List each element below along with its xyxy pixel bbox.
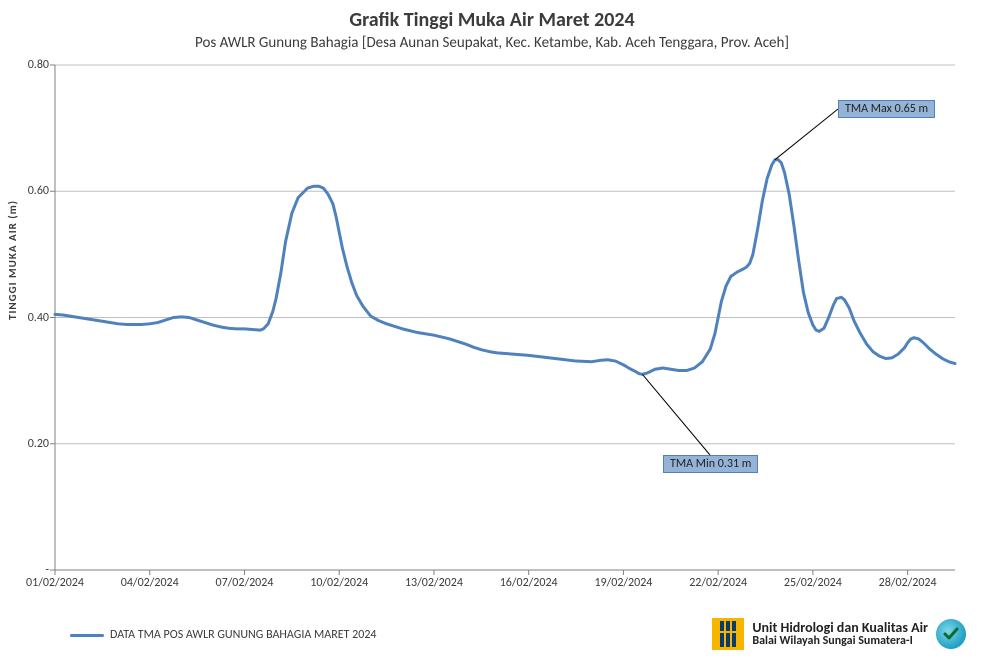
pu-logo-icon xyxy=(712,618,744,650)
chart-subtitle: Pos AWLR Gunung Bahagia [Desa Aunan Seup… xyxy=(0,34,984,52)
x-tick-label: 25/02/2024 xyxy=(784,576,842,590)
x-tick-label: 19/02/2024 xyxy=(594,576,652,590)
footer-text: Unit Hidrologi dan Kualitas Air Balai Wi… xyxy=(752,620,928,649)
x-tick-label: 10/02/2024 xyxy=(310,576,368,590)
title-block: Grafik Tinggi Muka Air Maret 2024 Pos AW… xyxy=(0,8,984,52)
chart-title: Grafik Tinggi Muka Air Maret 2024 xyxy=(0,8,984,32)
footer-org-main: Unit Hidrologi dan Kualitas Air xyxy=(752,620,928,635)
y-tick-label: 0.80 xyxy=(28,58,49,72)
y-tick-label: 0.60 xyxy=(28,184,49,198)
cert-badge-icon xyxy=(936,619,966,649)
x-tick-label: 22/02/2024 xyxy=(689,576,747,590)
callout-max: TMA Max 0.65 m xyxy=(838,100,935,118)
plot-svg xyxy=(55,65,955,570)
x-tick-label: 07/02/2024 xyxy=(216,576,274,590)
y-tick-label: - xyxy=(45,563,49,577)
footer-right: Unit Hidrologi dan Kualitas Air Balai Wi… xyxy=(712,618,966,650)
x-tick-label: 16/02/2024 xyxy=(500,576,558,590)
data-line xyxy=(55,160,955,375)
x-tick-label: 04/02/2024 xyxy=(121,576,179,590)
legend-text: DATA TMA POS AWLR GUNUNG BAHAGIA MARET 2… xyxy=(110,628,376,642)
footer-org-sub: Balai Wilayah Sungai Sumatera-I xyxy=(752,635,928,648)
x-tick-label: 28/02/2024 xyxy=(879,576,937,590)
plot-area: -0.200.400.600.8001/02/202404/02/202407/… xyxy=(55,65,955,570)
legend: DATA TMA POS AWLR GUNUNG BAHAGIA MARET 2… xyxy=(70,628,376,642)
y-tick-label: 0.20 xyxy=(28,437,49,451)
y-tick-label: 0.40 xyxy=(28,311,49,325)
x-tick-label: 13/02/2024 xyxy=(405,576,463,590)
legend-line-icon xyxy=(70,634,104,637)
callout-min: TMA Min 0.31 m xyxy=(663,455,758,473)
chart-container: Grafik Tinggi Muka Air Maret 2024 Pos AW… xyxy=(0,0,984,660)
x-tick-label: 01/02/2024 xyxy=(26,576,84,590)
y-axis-title: TINGGI MUKA AIR (m) xyxy=(6,200,19,320)
